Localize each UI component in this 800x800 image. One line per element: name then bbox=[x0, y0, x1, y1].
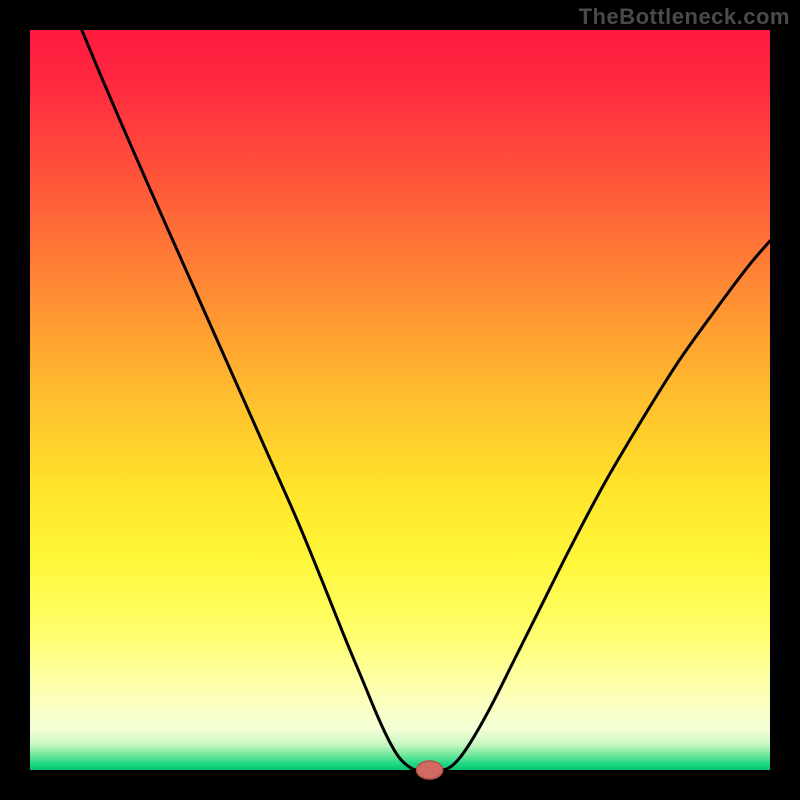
bottleneck-marker bbox=[417, 761, 443, 779]
watermark-text: TheBottleneck.com bbox=[579, 4, 790, 30]
chart-stage: TheBottleneck.com bbox=[0, 0, 800, 800]
gradient-plot-area bbox=[30, 30, 770, 770]
bottleneck-chart bbox=[0, 0, 800, 800]
